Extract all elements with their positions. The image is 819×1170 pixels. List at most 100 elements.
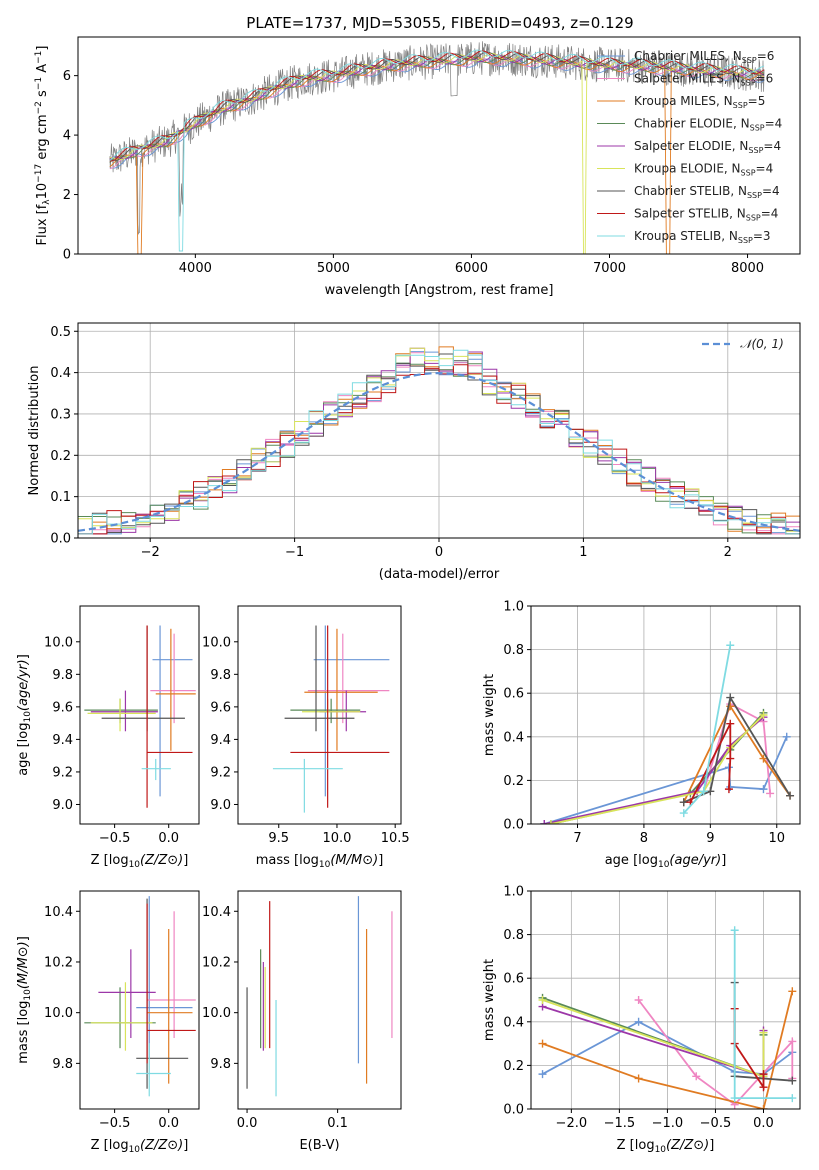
hist-kroupa-stelib xyxy=(78,349,800,535)
y-tick-label: 9.0 xyxy=(210,798,231,813)
weight-marker xyxy=(724,785,733,794)
weight-line xyxy=(550,712,765,824)
y-tick-label: 0.6 xyxy=(503,687,524,702)
legend-entry: Chabrier MILES, NSSP=6 xyxy=(634,49,774,65)
x-tick-label: −0.5 xyxy=(99,831,131,846)
y-tick-label: 10.0 xyxy=(202,635,231,650)
y-tick-label: 2 xyxy=(63,188,71,203)
weight-marker xyxy=(759,1028,768,1037)
panels: 4000 5000 6000 7000 8000 0 2 4 6 Chabrier MILES, … xyxy=(16,36,801,1155)
y-tick-label: 4 xyxy=(63,129,71,144)
x-axis-label: E(B-V) xyxy=(299,1138,339,1153)
weight-marker xyxy=(759,711,768,719)
weight-line xyxy=(689,723,732,803)
legend-entry: Kroupa ELODIE, NSSP=4 xyxy=(634,162,773,178)
y-axis-label: mass weight xyxy=(482,959,497,1041)
weight-marker xyxy=(788,1094,797,1103)
axes-frame xyxy=(77,322,801,539)
axes-frame xyxy=(79,890,200,1110)
weight-marker xyxy=(538,1039,547,1048)
x-tick-label: 0.0 xyxy=(237,1116,258,1131)
figure-title: PLATE=1737, MJD=53055, FIBERID=0493, z=0… xyxy=(246,14,633,32)
model-spectrum-chabrier-stelib xyxy=(109,51,765,161)
y-tick-label: 0.0 xyxy=(503,1103,524,1118)
axes-frame xyxy=(237,605,402,825)
mass-vs-Z-panel: −0.5 0.0 9.8 10.0 10.2 10.4 Z [log10(Z/Z⊙)] mas… xyxy=(16,890,200,1155)
y-tick-label: 0.3 xyxy=(50,407,71,422)
axes-frame xyxy=(79,605,200,825)
mass-vs-ebv-panel: 0.0 0.1 9.8 10.0 10.2 10.4 E(B-V) xyxy=(202,890,402,1153)
histogram-panel: −2 −1 0 1 2 0.0 0.1 0.2 0.3 0.4 0.5 𝒩(0, 1) (data-mo… xyxy=(27,322,801,582)
y-axis-label: Flux [fλ10−17 erg cm−2 s−1 A−1] xyxy=(34,46,52,246)
x-tick-label: −2.0 xyxy=(556,1116,588,1131)
y-tick-label: 9.0 xyxy=(52,798,73,813)
x-tick-label: 1 xyxy=(579,545,587,560)
y-tick-label: 0.0 xyxy=(503,818,524,833)
x-tick-label: 0.0 xyxy=(158,1116,179,1131)
y-tick-label: 9.4 xyxy=(210,733,231,748)
weight-marker xyxy=(726,641,735,650)
weight-marker xyxy=(726,719,735,728)
y-tick-label: 1.0 xyxy=(503,600,524,615)
x-tick-label: −1 xyxy=(285,545,304,560)
x-axis-label: Z [log10(Z/Z⊙)] xyxy=(617,1138,715,1155)
x-axis-label: mass [log10(M/M⊙)] xyxy=(256,853,384,870)
x-tick-label: 10.5 xyxy=(381,831,410,846)
y-tick-label: 10.4 xyxy=(44,905,73,920)
y-tick-label: 0.8 xyxy=(503,643,524,658)
weight-marker xyxy=(759,1083,768,1092)
y-tick-label: 9.4 xyxy=(52,733,73,748)
x-axis-label: age [log10(age/yr)] xyxy=(605,853,727,870)
y-tick-label: 0.2 xyxy=(503,1059,524,1074)
y-tick-label: 0.4 xyxy=(50,366,71,381)
weight-marker xyxy=(546,820,555,824)
weight-line xyxy=(542,1005,765,1078)
y-tick-label: 6 xyxy=(63,69,71,84)
weight-marker xyxy=(692,1072,701,1081)
weight-line xyxy=(550,714,765,824)
weight-marker xyxy=(782,732,791,741)
weight-marker xyxy=(759,1105,768,1109)
y-tick-label: 1.0 xyxy=(503,885,524,900)
model-spectrum-salpeter-stelib xyxy=(109,50,765,162)
weight-marker xyxy=(634,1017,643,1026)
x-tick-label: −1.0 xyxy=(652,1116,684,1131)
y-tick-label: 10.0 xyxy=(44,635,73,650)
x-tick-label: 2 xyxy=(724,545,732,560)
y-tick-label: 9.2 xyxy=(52,765,73,780)
x-tick-label: 8 xyxy=(640,831,648,846)
hist-kroupa-elodie xyxy=(78,347,800,532)
axes-frame xyxy=(530,890,801,1110)
weight-marker xyxy=(679,809,688,818)
y-tick-label: 9.8 xyxy=(210,668,231,683)
weight-vs-Z-panel: −2.0 −1.5 −1.0 −0.5 0.0 0.0 0.2 0.4 0.6 0.8 1.0 mas… xyxy=(482,885,801,1155)
y-tick-label: 9.6 xyxy=(210,700,231,715)
weight-marker xyxy=(726,693,735,702)
x-tick-label: −0.5 xyxy=(700,1116,732,1131)
y-tick-label: 0.6 xyxy=(503,972,524,987)
y-tick-label: 9.8 xyxy=(52,1057,73,1072)
y-tick-label: 10.0 xyxy=(44,1006,73,1021)
model-spectrum-kroupa-stelib xyxy=(109,49,765,252)
weight-marker xyxy=(538,1070,547,1079)
spectrum-panel: 4000 5000 6000 7000 8000 0 2 4 6 Chabrier MILES, … xyxy=(34,36,801,298)
weight-marker xyxy=(759,785,768,794)
y-axis-label: Normed distribution xyxy=(27,366,42,496)
y-tick-label: 10.0 xyxy=(202,1006,231,1021)
y-tick-label: 0.4 xyxy=(503,730,524,745)
x-tick-label: 7 xyxy=(573,831,581,846)
axes-frame xyxy=(530,605,801,825)
x-tick-label: 8000 xyxy=(731,261,764,276)
y-tick-label: 0.4 xyxy=(503,1015,524,1030)
x-tick-label: −2 xyxy=(141,545,160,560)
weight-marker xyxy=(788,1076,797,1085)
legend-entry: Salpeter MILES, NSSP=6 xyxy=(634,72,773,88)
y-tick-label: 0.2 xyxy=(503,774,524,789)
spectrum-legend: Chabrier MILES, NSSP=6 Salpeter MILES, NS… xyxy=(597,49,782,245)
weight-marker xyxy=(634,996,643,1004)
x-tick-label: 4000 xyxy=(179,261,212,276)
weight-marker xyxy=(726,754,735,763)
weight-marker xyxy=(766,789,775,798)
weight-marker xyxy=(788,1037,797,1046)
